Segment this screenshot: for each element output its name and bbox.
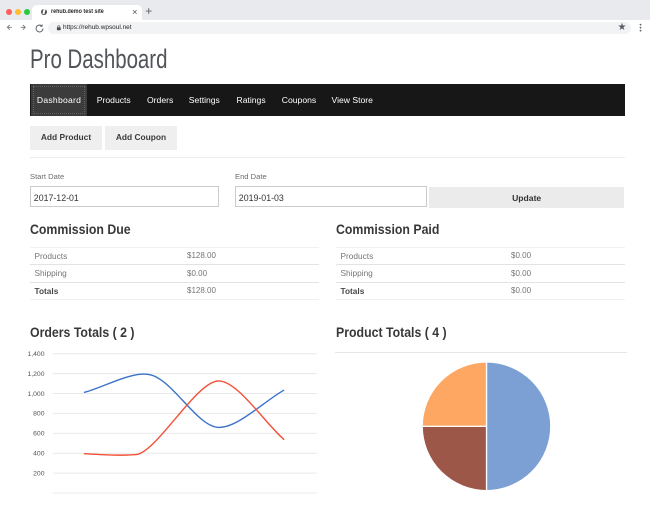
svg-text:200: 200: [33, 470, 45, 477]
svg-text:400: 400: [33, 451, 45, 458]
svg-text:600: 600: [33, 431, 45, 438]
svg-text:1,000: 1,000: [27, 391, 44, 398]
svg-text:800: 800: [33, 411, 45, 418]
svg-text:1,400: 1,400: [27, 351, 44, 358]
svg-text:1,200: 1,200: [27, 371, 44, 378]
